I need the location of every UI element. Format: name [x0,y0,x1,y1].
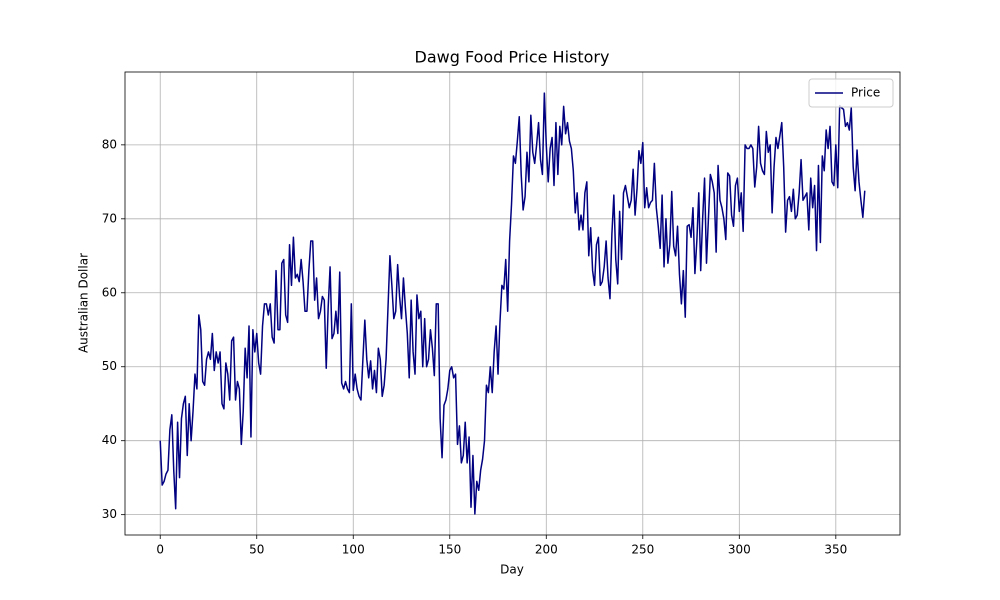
x-tick-label: 200 [535,543,558,557]
x-tick-label: 100 [342,543,365,557]
legend-label: Price [851,86,880,100]
line-series [159,92,866,515]
x-tick-label: 250 [631,543,654,557]
plot-frame [124,71,901,536]
x-tick-label: 50 [249,543,264,557]
chart-title: Dawg Food Price History [415,48,610,67]
y-axis-label: Australian Dollar [77,253,91,353]
y-tick-label: 60 [102,285,117,299]
y-tick-label: 70 [102,211,117,225]
x-tick-label: 0 [156,543,164,557]
legend: Price [808,78,894,108]
x-axis-label: Day [500,563,524,577]
x-tick-label: 150 [438,543,461,557]
x-tick-label: 350 [824,543,847,557]
x-tick-label: 300 [728,543,751,557]
y-tick-label: 50 [102,359,117,373]
plot [159,92,866,515]
y-tick-label: 40 [102,433,117,447]
y-tick-label: 30 [102,507,117,521]
y-tick-label: 80 [102,137,117,151]
legend-box [808,78,894,108]
